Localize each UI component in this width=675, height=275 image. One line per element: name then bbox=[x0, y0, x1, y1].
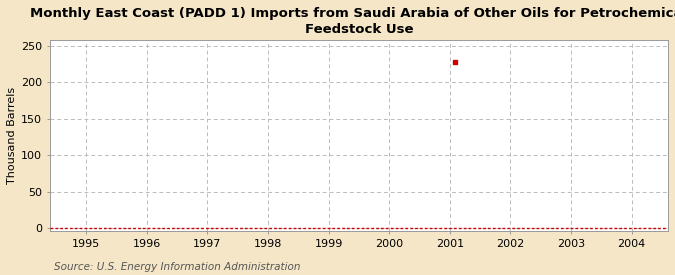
Y-axis label: Thousand Barrels: Thousand Barrels bbox=[7, 87, 17, 184]
Text: Source: U.S. Energy Information Administration: Source: U.S. Energy Information Administ… bbox=[54, 262, 300, 272]
Title: Monthly East Coast (PADD 1) Imports from Saudi Arabia of Other Oils for Petroche: Monthly East Coast (PADD 1) Imports from… bbox=[30, 7, 675, 36]
